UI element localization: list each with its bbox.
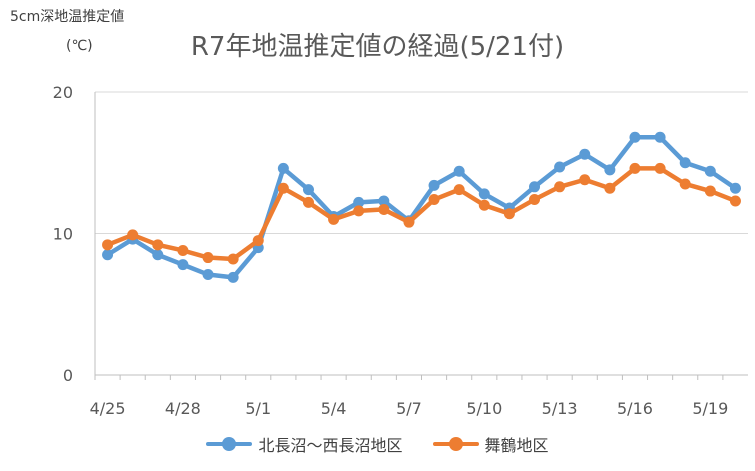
data-point-series-1 — [704, 165, 716, 177]
data-point-series-1 — [227, 271, 239, 283]
legend-item-series-1: 北長沼～西長沼地区 — [206, 432, 403, 456]
data-point-series-1 — [604, 164, 616, 176]
y-tick-label: 0 — [63, 366, 73, 385]
series-line-2 — [105, 166, 738, 262]
data-point-series-1 — [729, 182, 741, 194]
data-point-series-2 — [127, 229, 139, 241]
data-point-series-1 — [629, 131, 641, 143]
data-point-series-1 — [529, 181, 541, 193]
legend-item-series-2: 舞鶴地区 — [432, 432, 549, 456]
data-point-series-2 — [604, 182, 616, 194]
data-point-series-2 — [729, 195, 741, 207]
x-tick-label: 5/4 — [321, 399, 347, 418]
data-point-series-1 — [302, 184, 314, 196]
x-tick-label: 5/19 — [692, 399, 728, 418]
data-point-series-2 — [579, 174, 591, 186]
data-point-series-1 — [453, 165, 465, 177]
data-point-series-1 — [277, 162, 289, 174]
data-point-series-2 — [704, 185, 716, 197]
chart-title: R7年地温推定値の経過(5/21付) — [190, 32, 565, 62]
x-tick-label: 5/16 — [617, 399, 653, 418]
data-point-series-2 — [152, 239, 164, 251]
x-tick-label: 5/13 — [542, 399, 578, 418]
data-point-series-2 — [453, 184, 465, 196]
data-point-series-2 — [302, 196, 314, 208]
x-tick-label: 4/28 — [165, 399, 201, 418]
data-point-series-2 — [679, 178, 691, 190]
data-point-series-2 — [353, 205, 365, 217]
x-tick-label: 4/25 — [90, 399, 126, 418]
data-point-series-1 — [102, 249, 114, 261]
data-point-series-1 — [654, 131, 666, 143]
data-point-series-2 — [177, 244, 189, 256]
legend: 北長沼～西長沼地区 舞鶴地区 — [0, 432, 755, 456]
data-point-series-2 — [277, 182, 289, 194]
legend-label-series-1: 北長沼～西長沼地区 — [258, 436, 403, 455]
x-tick-label: 5/1 — [245, 399, 271, 418]
data-point-series-2 — [102, 239, 114, 251]
data-point-series-2 — [629, 162, 641, 174]
legend-swatch-series-1 — [206, 436, 253, 452]
data-point-series-1 — [478, 188, 490, 200]
x-tick-label: 5/7 — [396, 399, 422, 418]
data-point-series-2 — [252, 235, 264, 247]
data-point-series-2 — [428, 194, 440, 206]
data-point-series-2 — [554, 181, 566, 193]
data-point-series-1 — [177, 259, 189, 271]
y-tick-label: 20 — [53, 83, 73, 102]
data-point-series-2 — [403, 216, 415, 228]
legend-label-series-2: 舞鶴地区 — [484, 436, 549, 455]
data-point-series-1 — [579, 148, 591, 160]
data-point-series-2 — [654, 162, 666, 174]
data-point-series-2 — [202, 252, 214, 264]
data-point-series-2 — [503, 208, 515, 220]
data-point-series-1 — [428, 179, 440, 191]
y-tick-label: 10 — [53, 225, 73, 244]
y-axis-unit: (℃) — [66, 38, 93, 54]
data-point-series-2 — [227, 253, 239, 265]
y-axis-title: 5cm深地温推定値 — [10, 9, 125, 25]
data-point-series-2 — [478, 199, 490, 211]
data-point-series-1 — [679, 157, 691, 169]
data-point-series-1 — [378, 195, 390, 207]
data-point-series-2 — [529, 194, 541, 206]
data-point-series-1 — [202, 269, 214, 281]
x-tick-label: 5/10 — [466, 399, 502, 418]
legend-swatch-series-2 — [432, 436, 479, 452]
data-point-series-1 — [152, 249, 164, 261]
data-point-series-2 — [378, 203, 390, 215]
data-point-series-2 — [328, 213, 340, 225]
data-point-series-1 — [353, 196, 365, 208]
data-point-series-1 — [554, 161, 566, 173]
